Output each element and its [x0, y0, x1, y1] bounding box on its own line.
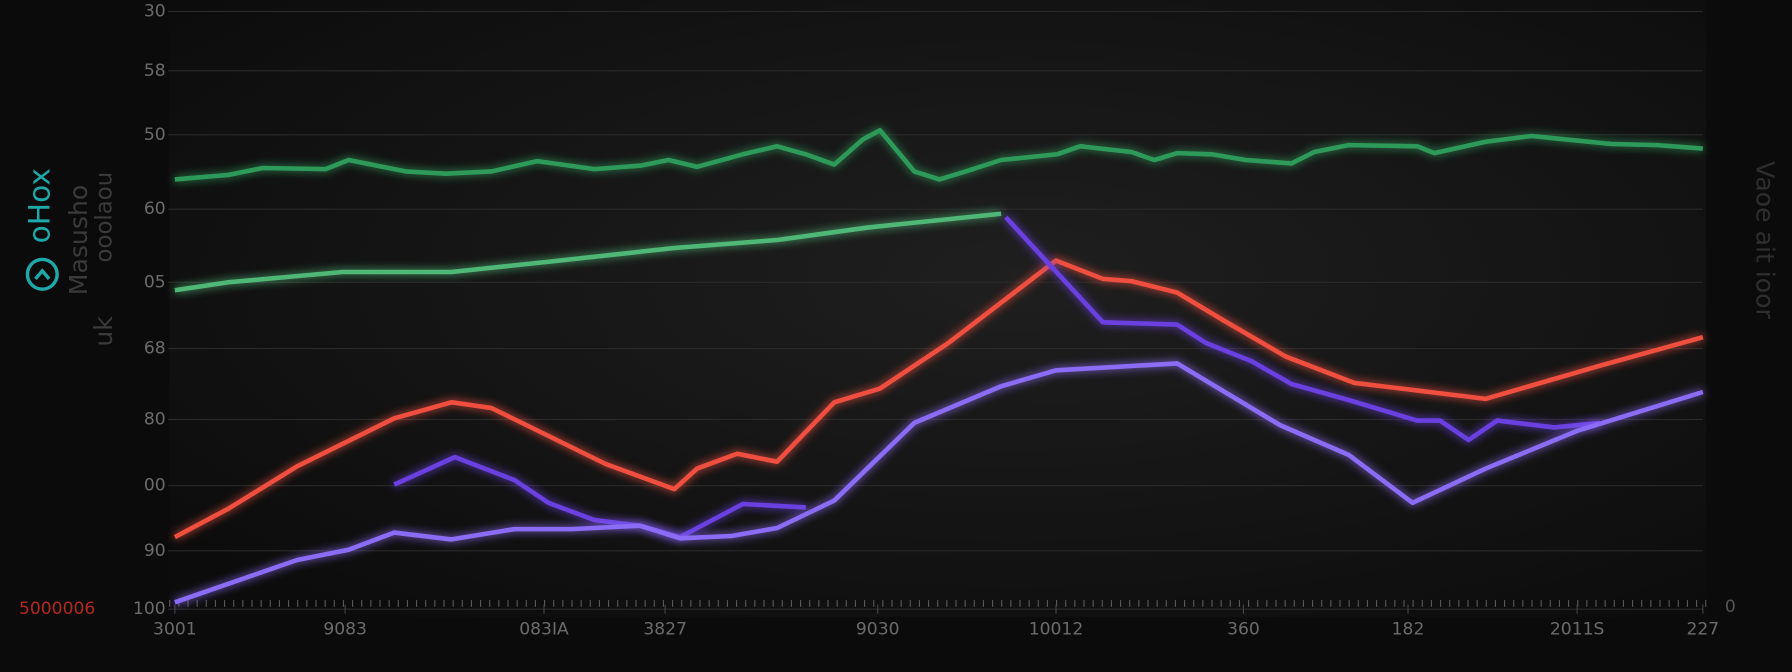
side-text: ooolaou: [92, 172, 118, 263]
x-tick-label: 3827: [643, 620, 687, 640]
y-tick-label: 50: [144, 125, 166, 145]
icon-chevron: [34, 268, 51, 280]
line: [174, 361, 1704, 605]
y-tick-label: 58: [144, 61, 166, 81]
y-tick-label: 90: [144, 541, 166, 561]
x-tick-label: 083IA: [519, 620, 569, 640]
icon: [25, 257, 59, 291]
x-tick-label: 2011S: [1550, 620, 1604, 640]
y-tick-label: 30: [144, 1, 166, 21]
y-tick-label: 68: [144, 339, 166, 359]
x-tick-label: 3001: [153, 620, 197, 640]
line: [174, 127, 1704, 182]
y-tick-label: 100: [133, 599, 166, 619]
y-tick-label: 05: [144, 272, 166, 292]
x-tick-label: 360: [1227, 620, 1260, 640]
side-text: Masusho: [64, 185, 93, 295]
x-tick-label: 227: [1687, 620, 1720, 640]
y-tick-label: 60: [144, 199, 166, 219]
y-tick-label: 00: [144, 476, 166, 496]
annotation: 0: [1725, 597, 1736, 617]
line: [173, 258, 1704, 540]
annotation: 5000006: [19, 599, 95, 619]
line: [174, 211, 1002, 293]
side-text: uk: [89, 316, 118, 347]
plot-area: [169, 0, 1707, 618]
x-tick-label: 9030: [856, 620, 900, 640]
logo-text: oHox: [23, 168, 58, 243]
y-tick-label: 80: [144, 409, 166, 429]
x-tick-label: 9083: [323, 620, 367, 640]
line: [393, 215, 1601, 540]
x-tick-label: 182: [1392, 620, 1425, 640]
right-axis-title: Vaoe ait ioor: [1750, 161, 1779, 319]
x-tick-label: 10012: [1029, 620, 1083, 640]
